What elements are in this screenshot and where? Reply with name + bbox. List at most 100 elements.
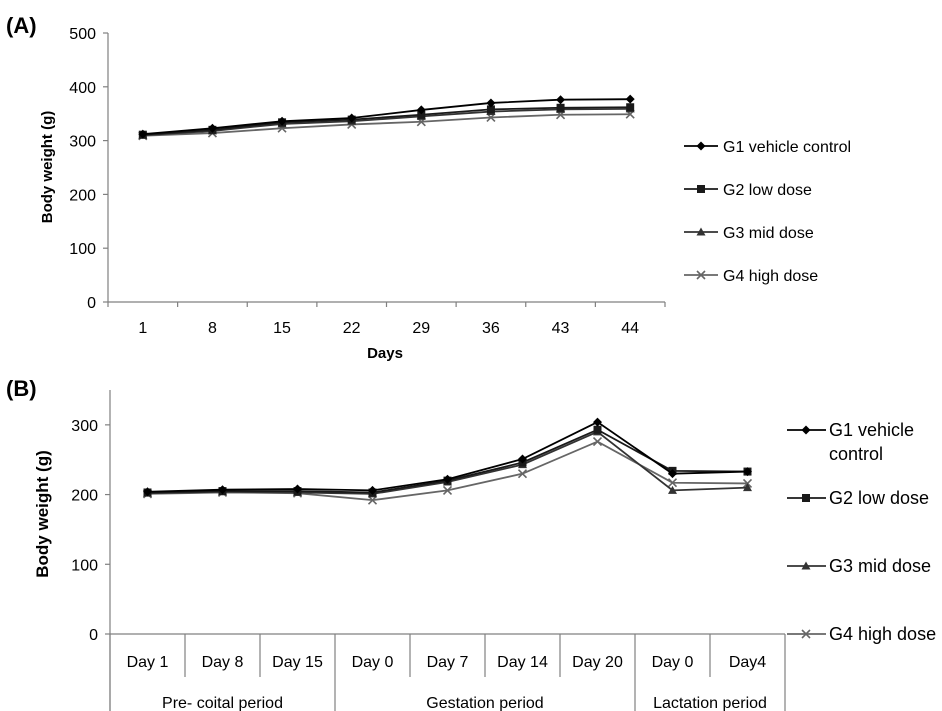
panel-a-x-axis-title: Days: [367, 345, 403, 362]
panel-b-data-point: [592, 437, 603, 447]
panel-a-data-point: [625, 94, 635, 104]
panel-b-legend-entry: G4 high dose: [787, 624, 936, 644]
panel-b-data-point: [668, 485, 677, 494]
panel-a-y-axis-title: Body weight (g): [39, 111, 56, 224]
panel-b-x-tick-label: Day 1: [127, 654, 169, 671]
panel-a-legend-marker: [697, 185, 705, 193]
panel-a-axes: 0 100 200 300 400 500 1 8 15 22 29 36 43 44: [69, 26, 666, 337]
panel-b-data-point: [593, 417, 602, 427]
panel-a-legend-entry: G3 mid dose: [684, 225, 814, 242]
panel-a-x-tick-label: 1: [138, 320, 147, 337]
panel-a-data-point: [207, 123, 217, 133]
panel-b-data-point: [443, 474, 452, 484]
panel-b-x-tick-label: Day 0: [352, 654, 394, 671]
panel-a-legend-entry: G2 low dose: [684, 182, 812, 199]
panel-b-legend-entry: G2 low dose: [787, 488, 929, 508]
panel-a-x-tick-label: 44: [621, 320, 639, 337]
panel-b-data-point: [442, 485, 453, 495]
panel-b-legend-entry: G1 vehicle control: [787, 420, 914, 464]
panel-a-legend-marker: [696, 141, 706, 151]
panel-a-y-tick-label: 400: [69, 80, 96, 97]
panel-a-data-point: [556, 103, 565, 112]
panel-a-y-tick-label: 300: [69, 134, 96, 151]
panel-a-line-chart: (A) 0 100 200 300 400 500 1 8 15 22 29 36 43 44 Body …: [6, 13, 851, 362]
panel-b-y-tick-label: 200: [71, 488, 98, 505]
panel-a-x-tick-label: 8: [208, 320, 217, 337]
panel-b-data-point: [667, 478, 678, 488]
panel-b-line-chart: (B) 0 100 200 300 Day 1 Day 8 Day 15 Day 0 Day 7…: [6, 376, 936, 711]
panel-b-data-point: [517, 469, 528, 479]
panel-b-x-tick-label: Day 0: [652, 654, 694, 671]
panel-a-legend-marker: [696, 270, 706, 280]
panel-b-legend: G1 vehicle control G2 low dose G3 mid dose G…: [787, 420, 936, 644]
panel-b-data-point: [368, 485, 377, 495]
panel-b-y-tick-label: 300: [71, 418, 98, 435]
panel-a-data-point: [556, 95, 566, 105]
panel-a-data-point: [626, 103, 635, 112]
panel-a-series-2: [138, 103, 635, 139]
panel-b-group-label: Lactation period: [653, 695, 767, 711]
panel-a-series-1: [138, 94, 635, 139]
panel-a-data-point: [416, 105, 426, 115]
panel-b-series: [142, 417, 753, 505]
panel-b-y-tick-label: 100: [71, 557, 98, 574]
panel-a-data-point: [417, 110, 426, 119]
panel-a-y-tick-label: 500: [69, 26, 96, 43]
panel-a-data-point: [486, 105, 495, 114]
panel-a-series-line: [142, 106, 631, 136]
panel-b-series-2: [143, 425, 752, 497]
panel-b-data-point: [743, 483, 752, 492]
panel-a-x-tick-label: 22: [343, 320, 361, 337]
panel-a-legend: G1 vehicle control G2 low dose G3 mid dose…: [684, 139, 851, 285]
panel-a-label: (A): [6, 13, 37, 38]
panel-a-series: [138, 94, 635, 141]
panel-b-series-1: [143, 417, 752, 497]
panel-a-legend-marker: [696, 227, 706, 236]
panel-a-legend-label: G1 vehicle control: [723, 139, 851, 156]
panel-b-x-tick-label: Day 15: [272, 654, 323, 671]
panel-a-legend-entry: G1 vehicle control: [684, 139, 851, 156]
panel-b-legend-marker: [801, 561, 811, 570]
panel-b-legend-label: control: [829, 444, 883, 464]
panel-b-legend-entry: G3 mid dose: [787, 556, 931, 576]
panel-a-series-line: [142, 98, 631, 136]
panel-b-legend-marker: [801, 425, 811, 435]
panel-b-data-point: [218, 485, 227, 495]
panel-b-y-axis-title: Body weight (g): [33, 450, 52, 577]
panel-b-legend-marker: [801, 629, 811, 639]
panel-a-y-tick-label: 100: [69, 241, 96, 258]
panel-b-series-3: [143, 427, 752, 498]
panel-a-legend-label: G3 mid dose: [723, 225, 814, 242]
panel-a-legend-entry: G4 high dose: [684, 268, 818, 285]
panel-a-data-point: [486, 98, 496, 108]
panel-a-data-point: [347, 113, 357, 123]
panel-b-x-tick-label: Day 14: [497, 654, 548, 671]
panel-b-y-tick-label: 0: [89, 627, 98, 644]
panel-b-axes: 0 100 200 300 Day 1 Day 8 Day 15 Day 0 Day 7 Day …: [71, 390, 786, 711]
panel-b-group-label: Gestation period: [426, 695, 543, 711]
panel-a-x-tick-label: 29: [412, 320, 430, 337]
panel-b-x-tick-label: Day 7: [427, 654, 469, 671]
panel-a-legend-label: G2 low dose: [723, 182, 812, 199]
panel-b-legend-label: G4 high dose: [829, 624, 936, 644]
panel-a-y-tick-label: 0: [87, 295, 96, 312]
panel-b-legend-label: G2 low dose: [829, 488, 929, 508]
panel-b-group-label: Pre- coital period: [162, 695, 283, 711]
panel-b-data-point: [367, 495, 378, 505]
panel-b-x-tick-label: Day4: [729, 654, 766, 671]
panel-a-x-tick-label: 15: [273, 320, 291, 337]
panel-a-series-line: [142, 107, 631, 137]
panel-b-legend-label: G1 vehicle: [829, 420, 914, 440]
panel-b-data-point: [593, 425, 602, 434]
panel-a-series-line: [142, 113, 631, 137]
panel-b-label: (B): [6, 376, 37, 401]
panel-a-data-point: [138, 129, 148, 139]
panel-b-data-point: [668, 469, 677, 479]
panel-b-x-tick-label: Day 20: [572, 654, 623, 671]
panel-b-legend-label: G3 mid dose: [829, 556, 931, 576]
panel-a-legend-label: G4 high dose: [723, 268, 818, 285]
panel-a-data-point: [277, 116, 287, 126]
panel-a-x-tick-label: 36: [482, 320, 500, 337]
panel-b-legend-marker: [802, 494, 810, 502]
